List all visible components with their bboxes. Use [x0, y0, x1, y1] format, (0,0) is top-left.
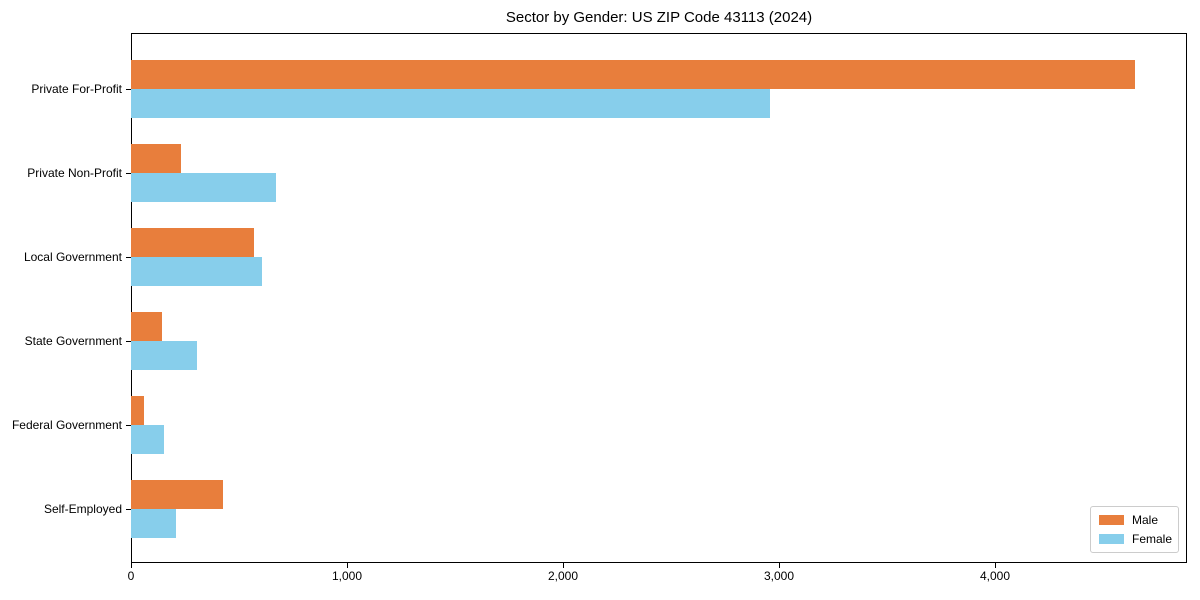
x-tick-label: 4,000 [979, 569, 1011, 583]
y-category-label: Local Government [23, 250, 122, 264]
bar-female-2 [131, 173, 276, 202]
bar-male-2 [131, 144, 181, 173]
bar-female-3 [131, 257, 262, 286]
y-tick-mark [126, 509, 131, 510]
legend-label-male: Male [1132, 513, 1159, 527]
legend-swatch-male [1099, 515, 1124, 525]
bar-male-6 [131, 480, 223, 509]
bar-male-4 [131, 312, 162, 341]
y-category-label: Federal Government [11, 418, 122, 432]
x-tick-label: 2,000 [547, 569, 579, 583]
x-tick-label: 1,000 [331, 569, 363, 583]
bar-male-5 [131, 396, 144, 425]
y-tick-mark [126, 173, 131, 174]
y-category-label: Self-Employed [43, 502, 122, 516]
y-tick-mark [126, 257, 131, 258]
x-tick-mark [995, 563, 996, 568]
legend: Male Female [1090, 506, 1179, 553]
x-tick-mark [131, 563, 132, 568]
x-tick-mark [563, 563, 564, 568]
bar-female-1 [131, 89, 770, 118]
legend-item-female: Female [1099, 532, 1173, 546]
x-tick-mark [347, 563, 348, 568]
y-tick-mark [126, 341, 131, 342]
x-tick-label: 0 [127, 569, 135, 583]
plot-area [131, 33, 1187, 563]
legend-item-male: Male [1099, 513, 1170, 527]
y-category-label: Private Non-Profit [27, 166, 122, 180]
bar-female-4 [131, 341, 197, 370]
bar-female-6 [131, 509, 176, 538]
y-tick-mark [126, 425, 131, 426]
chart-title: Sector by Gender: US ZIP Code 43113 (202… [505, 9, 813, 26]
legend-swatch-female [1099, 534, 1124, 544]
x-tick-mark [779, 563, 780, 568]
bar-male-3 [131, 228, 254, 257]
y-category-label: Private For-Profit [31, 82, 122, 96]
bar-male-1 [131, 60, 1135, 89]
y-category-label: State Government [24, 334, 122, 348]
bar-female-5 [131, 425, 164, 454]
y-tick-mark [126, 89, 131, 90]
legend-label-female: Female [1132, 532, 1173, 546]
x-tick-label: 3,000 [763, 569, 795, 583]
